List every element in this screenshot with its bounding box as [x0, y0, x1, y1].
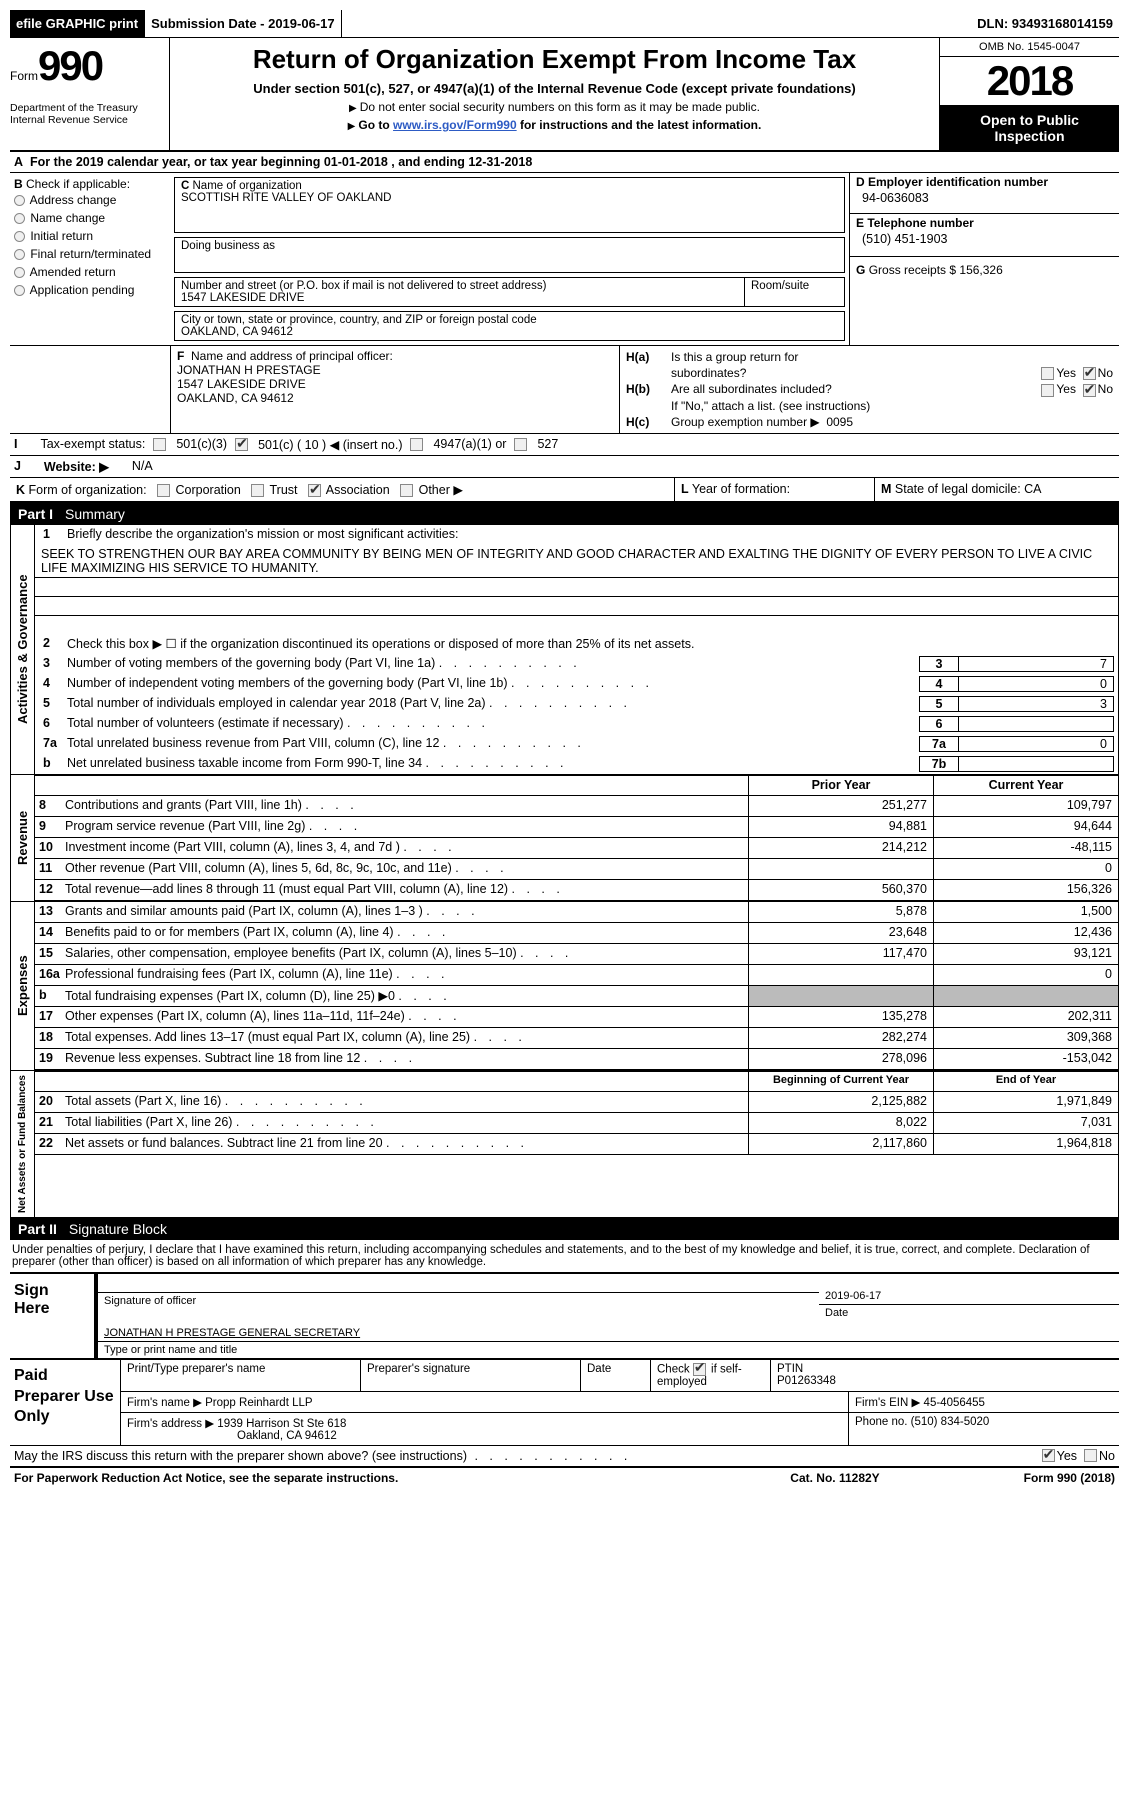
declaration-text: Under penalties of perjury, I declare th…: [10, 1240, 1119, 1274]
gross-receipts: 156,326: [959, 263, 1002, 277]
cb-4947[interactable]: [410, 438, 423, 451]
ein-value: 94-0636083: [856, 189, 1113, 213]
checkbox-name-change[interactable]: [14, 213, 25, 224]
form-number: 990: [38, 42, 102, 89]
state-domicile: CA: [1024, 482, 1041, 496]
form-title: Return of Organization Exempt From Incom…: [180, 44, 929, 75]
line-a-text: For the 2019 calendar year, or tax year …: [30, 155, 532, 169]
checkbox-app-pending[interactable]: [14, 285, 25, 296]
officer-name-title: JONATHAN H PRESTAGE GENERAL SECRETARY: [98, 1321, 1119, 1341]
vtab-ag: Activities & Governance: [11, 525, 35, 774]
org-name: SCOTTISH RITE VALLEY OF OAKLAND: [181, 192, 391, 204]
open-public-1: Open to Public: [944, 112, 1115, 128]
firm-addr: 1939 Harrison St Ste 618: [217, 1418, 346, 1430]
dln-label: DLN: 93493168014159: [971, 10, 1119, 37]
firm-name: Propp Reinhardt LLP: [205, 1397, 312, 1409]
org-street: 1547 LAKESIDE DRIVE: [181, 292, 304, 304]
discuss-no[interactable]: [1084, 1449, 1097, 1462]
entity-block: B Check if applicable: Address change Na…: [10, 173, 1119, 345]
form-header: Form990 Department of the Treasury Inter…: [10, 38, 1119, 152]
vtab-rev: Revenue: [11, 775, 35, 901]
cb-corp[interactable]: [157, 484, 170, 497]
org-city: OAKLAND, CA 94612: [181, 326, 293, 338]
cb-assoc[interactable]: [308, 484, 321, 497]
cb-other[interactable]: [400, 484, 413, 497]
form-prefix: Form: [10, 69, 38, 83]
ha-yes[interactable]: [1041, 367, 1054, 380]
dept-irs: Internal Revenue Service: [10, 114, 163, 126]
discuss-yes[interactable]: [1042, 1449, 1055, 1462]
cb-527[interactable]: [514, 438, 527, 451]
dept-treasury: Department of the Treasury: [10, 102, 163, 114]
501c-number: 10: [305, 438, 319, 452]
cb-trust[interactable]: [251, 484, 264, 497]
top-bar: efile GRAPHIC print Submission Date - 20…: [10, 10, 1119, 38]
hb-yes[interactable]: [1041, 384, 1054, 397]
mission-text: SEEK TO STRENGTHEN OUR BAY AREA COMMUNIT…: [35, 545, 1118, 578]
cb-501c3[interactable]: [153, 438, 166, 451]
form-footer: Form 990 (2018): [935, 1471, 1115, 1485]
hb-no[interactable]: [1083, 384, 1096, 397]
vtab-exp: Expenses: [11, 902, 35, 1070]
sign-here-label: Sign Here: [10, 1274, 90, 1358]
tax-year: 2018: [940, 57, 1119, 106]
ha-no[interactable]: [1083, 367, 1096, 380]
checkbox-initial[interactable]: [14, 231, 25, 242]
omb-number: OMB No. 1545-0047: [940, 38, 1119, 57]
firm-ein: 45-4056455: [924, 1397, 985, 1409]
phone-value: (510) 451-1903: [856, 230, 1113, 254]
cb-self-employed[interactable]: [693, 1363, 706, 1376]
checkbox-amended[interactable]: [14, 267, 25, 278]
website-value: N/A: [132, 459, 153, 473]
checkbox-addr-change[interactable]: [14, 195, 25, 206]
form-note-ssn: Do not enter social security numbers on …: [360, 100, 760, 114]
cat-no: Cat. No. 11282Y: [735, 1471, 935, 1485]
submission-date: Submission Date - 2019-06-17: [145, 10, 342, 37]
sig-date: 2019-06-17: [819, 1274, 1119, 1304]
pra-notice: For Paperwork Reduction Act Notice, see …: [14, 1471, 735, 1485]
ptin: P01263348: [777, 1375, 836, 1387]
cb-501c[interactable]: [235, 438, 248, 451]
vtab-net: Net Assets or Fund Balances: [11, 1071, 35, 1217]
efile-label: efile GRAPHIC print: [10, 10, 145, 37]
form-subtitle: Under section 501(c), 527, or 4947(a)(1)…: [180, 81, 929, 96]
checkbox-final[interactable]: [14, 249, 25, 260]
open-public-2: Inspection: [944, 128, 1115, 144]
paid-preparer-label: Paid Preparer Use Only: [10, 1360, 120, 1445]
officer-name: JONATHAN H PRESTAGE: [177, 363, 321, 377]
group-exemption: 0095: [826, 415, 853, 429]
firm-phone: (510) 834-5020: [911, 1416, 990, 1428]
irs-link[interactable]: www.irs.gov/Form990: [393, 118, 517, 132]
